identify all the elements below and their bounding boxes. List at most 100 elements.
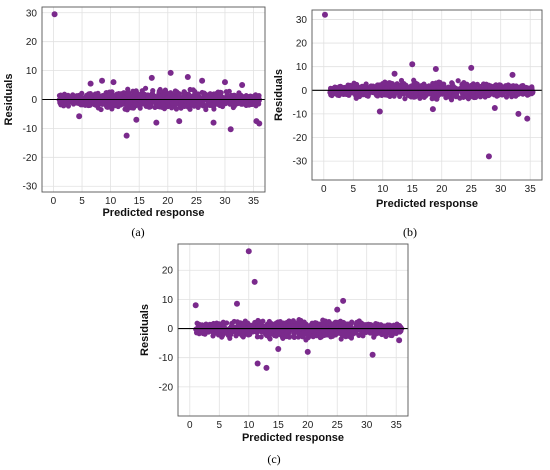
data-point: [184, 73, 191, 80]
band-point: [254, 334, 261, 340]
data-point: [192, 302, 199, 309]
band-point: [398, 77, 405, 84]
band-point: [396, 90, 403, 96]
band-point: [82, 102, 88, 108]
band-point: [276, 330, 282, 336]
band-point: [192, 97, 198, 103]
band-point: [258, 334, 264, 340]
band-point: [408, 91, 414, 98]
band-point: [499, 92, 506, 98]
band-point: [388, 330, 394, 336]
band-point: [267, 323, 273, 329]
band-point: [285, 327, 291, 334]
band-point: [103, 102, 109, 109]
band-point: [312, 323, 318, 329]
y-tick-label: -20: [23, 153, 38, 164]
y-tick-label: 0: [301, 86, 307, 97]
band-point: [169, 105, 175, 111]
band-point: [347, 82, 353, 88]
x-tick-label: 20: [436, 184, 448, 195]
band-point: [164, 99, 170, 105]
band-point: [418, 85, 424, 91]
band-point: [412, 90, 419, 97]
y-tick-label: 0: [167, 324, 173, 335]
band-point: [134, 102, 140, 108]
band-point: [246, 331, 252, 337]
band-point: [253, 329, 259, 335]
band-point: [433, 96, 439, 102]
data-point: [51, 11, 58, 18]
x-tick-label: 25: [332, 420, 344, 431]
band-point: [251, 101, 257, 107]
band-point: [310, 334, 316, 340]
band-point: [168, 92, 175, 98]
x-tick-label: 35: [391, 420, 403, 431]
band-point: [70, 101, 77, 107]
data-point: [515, 110, 522, 117]
band-point: [380, 331, 387, 337]
residual-band: [193, 317, 405, 343]
data-point: [321, 11, 328, 18]
band-point: [329, 330, 335, 336]
data-point: [304, 348, 311, 355]
band-point: [213, 327, 219, 333]
x-tick-label: 15: [407, 184, 419, 195]
band-point: [488, 84, 495, 90]
band-point: [389, 81, 395, 87]
band-point: [106, 89, 113, 95]
band-point: [454, 92, 460, 98]
x-tick-label: 35: [525, 184, 537, 195]
band-point: [99, 94, 105, 100]
plot-frame: [177, 243, 409, 417]
band-point: [195, 91, 201, 97]
band-point: [376, 323, 382, 329]
band-point: [250, 95, 256, 102]
band-point: [157, 88, 163, 94]
band-point: [58, 99, 64, 105]
y-axis-title: Residuals: [273, 69, 285, 121]
band-point: [426, 86, 432, 92]
data-point: [110, 79, 117, 86]
data-point: [251, 278, 258, 285]
band-point: [402, 96, 408, 102]
band-point: [162, 87, 168, 93]
band-point: [142, 85, 149, 91]
band-point: [360, 333, 366, 339]
band-point: [297, 321, 303, 327]
band-point: [247, 323, 253, 329]
x-tick-label: 30: [361, 420, 373, 431]
band-point: [448, 97, 455, 103]
band-point: [443, 95, 449, 101]
band-point: [302, 325, 309, 331]
x-tick-label: 0: [187, 420, 193, 431]
y-tick-label: 20: [162, 266, 174, 277]
band-point: [303, 337, 309, 343]
data-point: [153, 119, 160, 126]
band-point: [356, 92, 363, 99]
band-point: [176, 91, 183, 97]
x-tick-label: 20: [162, 196, 174, 207]
band-point: [187, 106, 193, 112]
band-point: [253, 92, 259, 98]
y-tick-label: 10: [26, 66, 38, 77]
band-point: [195, 102, 201, 108]
data-point: [429, 106, 436, 113]
band-point: [345, 91, 351, 98]
data-point: [99, 77, 106, 84]
data-point: [369, 351, 376, 358]
band-point: [410, 83, 417, 89]
band-point: [335, 86, 342, 92]
band-point: [494, 92, 500, 98]
y-tick-label: 10: [162, 295, 174, 306]
band-point: [437, 79, 443, 86]
panel-label: (a): [131, 225, 144, 239]
band-point: [241, 100, 248, 106]
panel-a: 0 5 10 15 20 25 30 35 -30 -20 -10 0 10 20 30 Predicted …: [3, 6, 266, 239]
band-point: [211, 331, 217, 337]
band-point: [394, 84, 400, 90]
band-point: [358, 323, 364, 329]
band-point: [257, 322, 263, 328]
band-point: [354, 319, 360, 325]
band-point: [333, 90, 339, 96]
band-point: [277, 318, 283, 325]
